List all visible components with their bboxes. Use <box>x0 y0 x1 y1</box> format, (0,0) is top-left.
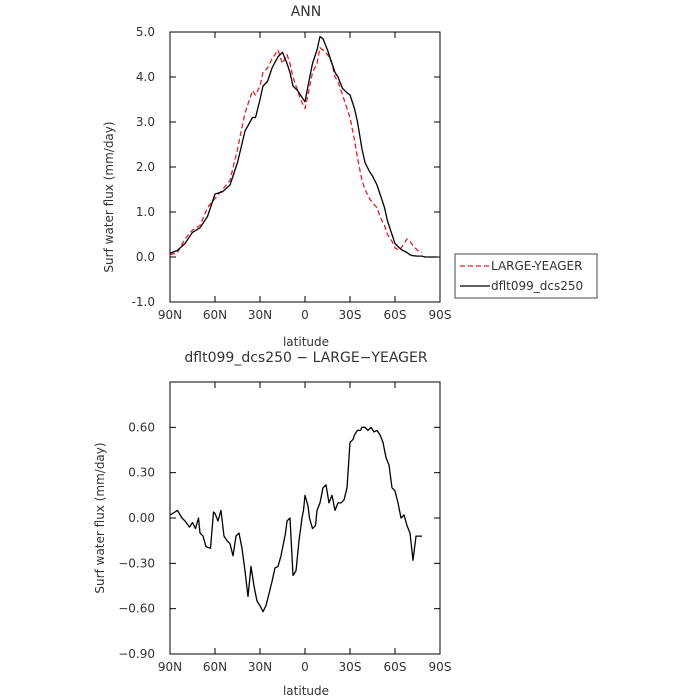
bottom-y-tick-label: 0.00 <box>128 511 155 525</box>
bottom-x-tick-label: 30N <box>248 660 272 674</box>
bottom-x-tick-label: 30S <box>339 660 362 674</box>
bottom-series-line-difference <box>169 426 422 613</box>
bottom-series <box>169 426 422 613</box>
bottom-ticks: 90N 60N 30N 0 30S 60S 90S −0.90 −0.60 −0.30 0.00 0.… <box>118 382 451 674</box>
top-y-tick-label: 1.0 <box>136 205 155 219</box>
bottom-y-tick-label: −0.60 <box>118 602 155 616</box>
bottom-x-tick-label: 60N <box>203 660 227 674</box>
top-x-tick-label: 60N <box>203 308 227 322</box>
bottom-y-tick-label: 0.60 <box>128 420 155 434</box>
top-series-line-dflt099-dcs250 <box>169 35 437 258</box>
top-plot-frame <box>169 31 441 303</box>
top-y-tick-label: 3.0 <box>136 115 155 129</box>
bottom-y-tick-label: 0.30 <box>128 466 155 480</box>
top-series-line-large-yeager <box>169 47 423 256</box>
top-y-tick-label: 5.0 <box>136 25 155 39</box>
bottom-y-tick-label: −0.30 <box>118 556 155 570</box>
legend-label-dflt099: dflt099_dcs250 <box>491 279 583 293</box>
legend-label-large-yeager: LARGE-YEAGER <box>491 259 582 273</box>
top-x-tick-label: 30N <box>248 308 272 322</box>
top-x-tick-label: 90N <box>158 308 182 322</box>
top-y-tick-label: -1.0 <box>132 295 155 309</box>
top-x-tick-label: 0 <box>301 308 309 322</box>
bottom-panel: dflt099_dcs250 − LARGE−YEAGER 90N 60N 30N 0… <box>93 350 451 698</box>
bottom-x-tick-label: 90S <box>429 660 452 674</box>
top-y-axis-label: Surf water flux (mm/day) <box>102 121 116 272</box>
top-panel: ANN 90N 60N 30N 0 30S 60S 90S -1.0 0.0 1.0 2.0 3.0 4… <box>102 4 451 349</box>
top-x-axis-label: latitude <box>283 335 329 349</box>
top-y-tick-label: 0.0 <box>136 250 155 264</box>
top-series <box>169 35 437 258</box>
bottom-y-tick-label: −0.90 <box>118 647 155 661</box>
top-x-tick-label: 90S <box>429 308 452 322</box>
bottom-x-tick-label: 0 <box>301 660 309 674</box>
bottom-plot-frame <box>169 381 441 655</box>
top-ticks: 90N 60N 30N 0 30S 60S 90S -1.0 0.0 1.0 2.0 3.0 4.0 5.… <box>132 25 452 322</box>
bottom-x-axis-label: latitude <box>283 684 329 698</box>
top-x-tick-label: 60S <box>384 308 407 322</box>
top-y-tick-label: 2.0 <box>136 160 155 174</box>
bottom-title: dflt099_dcs250 − LARGE−YEAGER <box>184 350 427 366</box>
top-x-tick-label: 30S <box>339 308 362 322</box>
top-title: ANN <box>291 4 322 20</box>
legend-box <box>454 253 598 299</box>
legend: LARGE-YEAGER dflt099_dcs250 <box>454 253 598 299</box>
bottom-x-tick-label: 90N <box>158 660 182 674</box>
bottom-y-axis-label: Surf water flux (mm/day) <box>93 442 107 593</box>
top-y-tick-label: 4.0 <box>136 70 155 84</box>
bottom-x-tick-label: 60S <box>384 660 407 674</box>
